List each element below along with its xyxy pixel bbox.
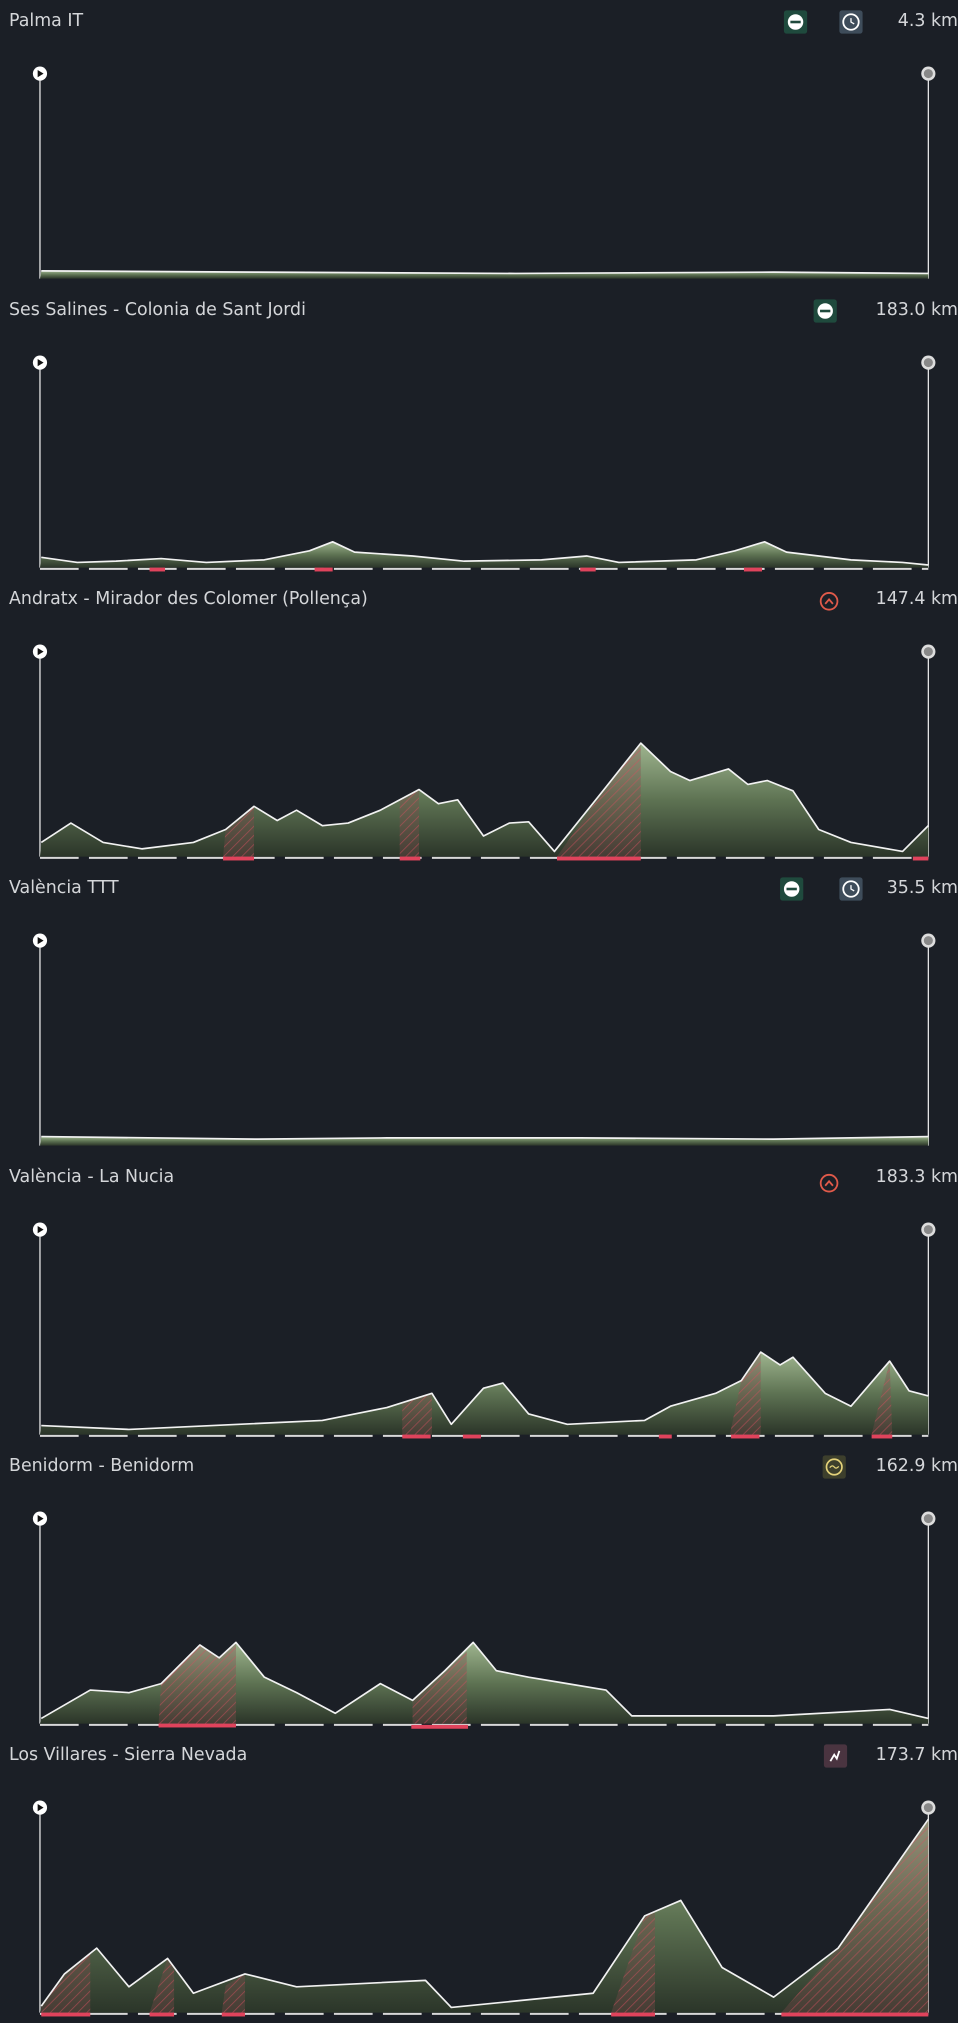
climb-area [158,1642,467,1724]
climb [731,1434,760,1439]
finish-marker [921,66,936,81]
profile-line [41,1351,929,1431]
stage-panel: València TTT 35.5 km [9,876,958,1146]
stage-name: Andratx - Mirador des Colomer (Pollença) [9,589,368,609]
climb [462,1434,481,1439]
climb [743,567,763,572]
stage-distance: 4.3 km [898,11,958,31]
start-marker [32,1222,48,1237]
stage-distance: 35.5 km [887,878,958,898]
stage-distance: 183.0 km [876,300,958,320]
finish-marker [921,355,936,370]
stage-name: Benidorm - Benidorm [9,1456,194,1476]
icon-flat [780,877,804,901]
profile [39,1642,929,1724]
stage-distance: 173.7 km [876,1745,958,1765]
icon-summit [823,1743,849,1769]
climb-area [41,1819,929,2013]
climb [149,2012,175,2017]
stage-panel: Los Villares - Sierra Nevada 173.7 km [9,1743,958,2017]
profile-line [41,540,929,566]
stage-panel: Palma IT 4.3 km [9,9,958,279]
climb-area [223,743,641,857]
start-marker [32,66,48,81]
icon-ttt [838,876,864,902]
finish-marker [921,1800,936,1815]
climb [557,856,641,861]
profile [39,541,929,568]
profile-line [41,270,929,275]
stage-name: Ses Salines - Colonia de Sant Jordi [9,300,306,320]
climb [781,2012,929,2017]
climb [158,1723,236,1728]
stage-name: València TTT [9,878,119,898]
climb [658,1434,672,1439]
stage-panel: Ses Salines - Colonia de Sant Jordi 183.… [9,299,958,572]
climb [912,856,929,861]
profile-line [40,1641,929,1720]
stage-panel: Benidorm - Benidorm 162.9 km [9,1454,958,1729]
climb [580,567,596,572]
icon-hilly [821,1454,847,1480]
stage-name: Palma IT [9,11,83,31]
stage-distance: 162.9 km [876,1456,958,1476]
climb [314,567,333,572]
stage-panel: València - La Nucia 183.3 km [9,1167,958,1439]
start-marker [32,644,48,659]
climb [223,856,255,861]
icon-flat [813,299,837,323]
profile [39,1819,929,2013]
stage-name: València - La Nucia [9,1167,174,1187]
finish-marker [921,1511,936,1526]
climb [149,567,166,572]
profile-line [40,1818,930,2009]
start-marker [32,355,48,370]
stage-panel: Andratx - Mirador des Colomer (Pollença)… [9,589,958,861]
climb [221,2012,245,2017]
profile-line [41,1135,929,1140]
finish-marker [921,933,936,948]
icon-flat [783,10,808,34]
climb [399,856,421,861]
stage-name: Los Villares - Sierra Nevada [9,1745,247,1765]
climb [611,2012,655,2017]
stage-distance: 183.3 km [876,1167,958,1187]
profile [39,743,929,857]
start-marker [32,1511,48,1526]
climb [41,2012,91,2017]
start-marker [32,1800,48,1815]
profile-line [40,742,929,853]
climb [411,1724,469,1729]
finish-marker [921,1222,936,1237]
finish-marker [921,644,936,659]
icon-itt [838,9,864,35]
icon-mountain [819,592,839,611]
icon-mountain [819,1173,839,1193]
start-marker [32,933,48,948]
climb [871,1434,893,1439]
profile [39,1352,929,1435]
climb [402,1434,431,1439]
stage-distance: 147.4 km [876,589,958,609]
